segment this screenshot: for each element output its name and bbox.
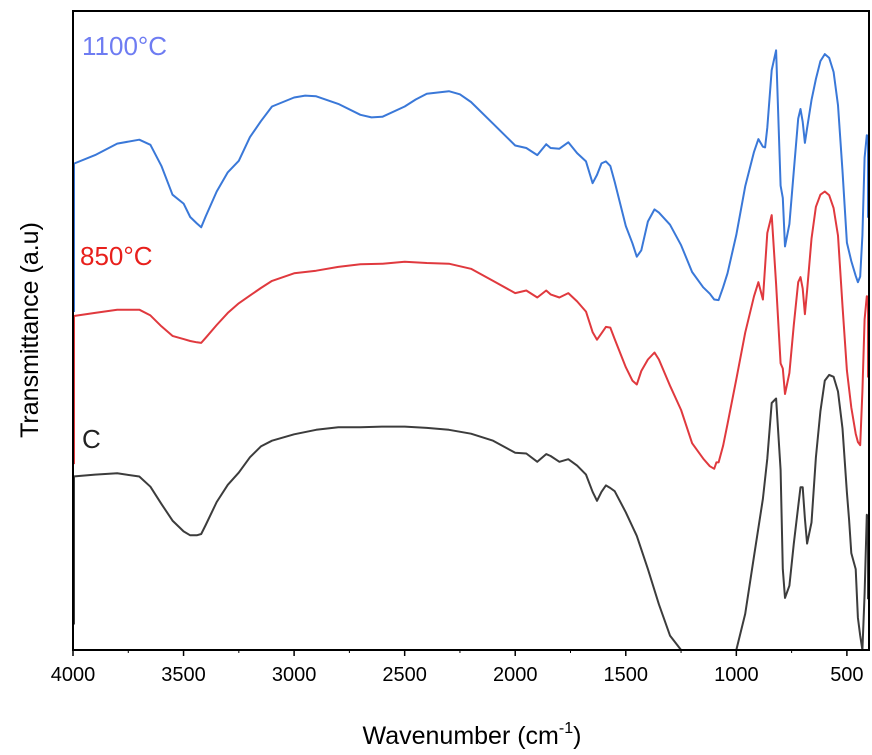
x-tick-label-2000: 2000 — [493, 664, 538, 686]
x-axis-ticks: 4000 3500 3000 2500 2000 1500 1000 500 — [51, 650, 864, 686]
x-tick-label-2500: 2500 — [382, 664, 427, 686]
x-tick-label-3000: 3000 — [272, 664, 317, 686]
plot-frame — [72, 10, 870, 651]
x-tick-label-1000: 1000 — [714, 664, 759, 686]
series-label-850c: 850°C — [80, 241, 153, 271]
x-tick-label-3500: 3500 — [161, 664, 206, 686]
x-tick-label-1500: 1500 — [604, 664, 649, 686]
x-axis-title: Wavenumber (cm-1) — [363, 720, 582, 750]
x-axis-title-superscript: -1 — [559, 720, 573, 737]
plot-background — [73, 11, 869, 650]
series-line-1 — [72, 190, 870, 470]
x-tick-label-500: 500 — [830, 664, 863, 686]
series-line-2 — [72, 373, 870, 651]
series-label-1100c: 1100°C — [82, 31, 167, 61]
x-axis-title-main: Wavenumber (cm — [363, 722, 559, 750]
x-axis-title-close: ) — [573, 722, 581, 750]
x-tick-label-4000: 4000 — [51, 664, 96, 686]
y-axis-title: Transmittance (a.u) — [16, 222, 44, 438]
series-line-0 — [72, 49, 870, 302]
series-label-c: C — [82, 424, 101, 454]
